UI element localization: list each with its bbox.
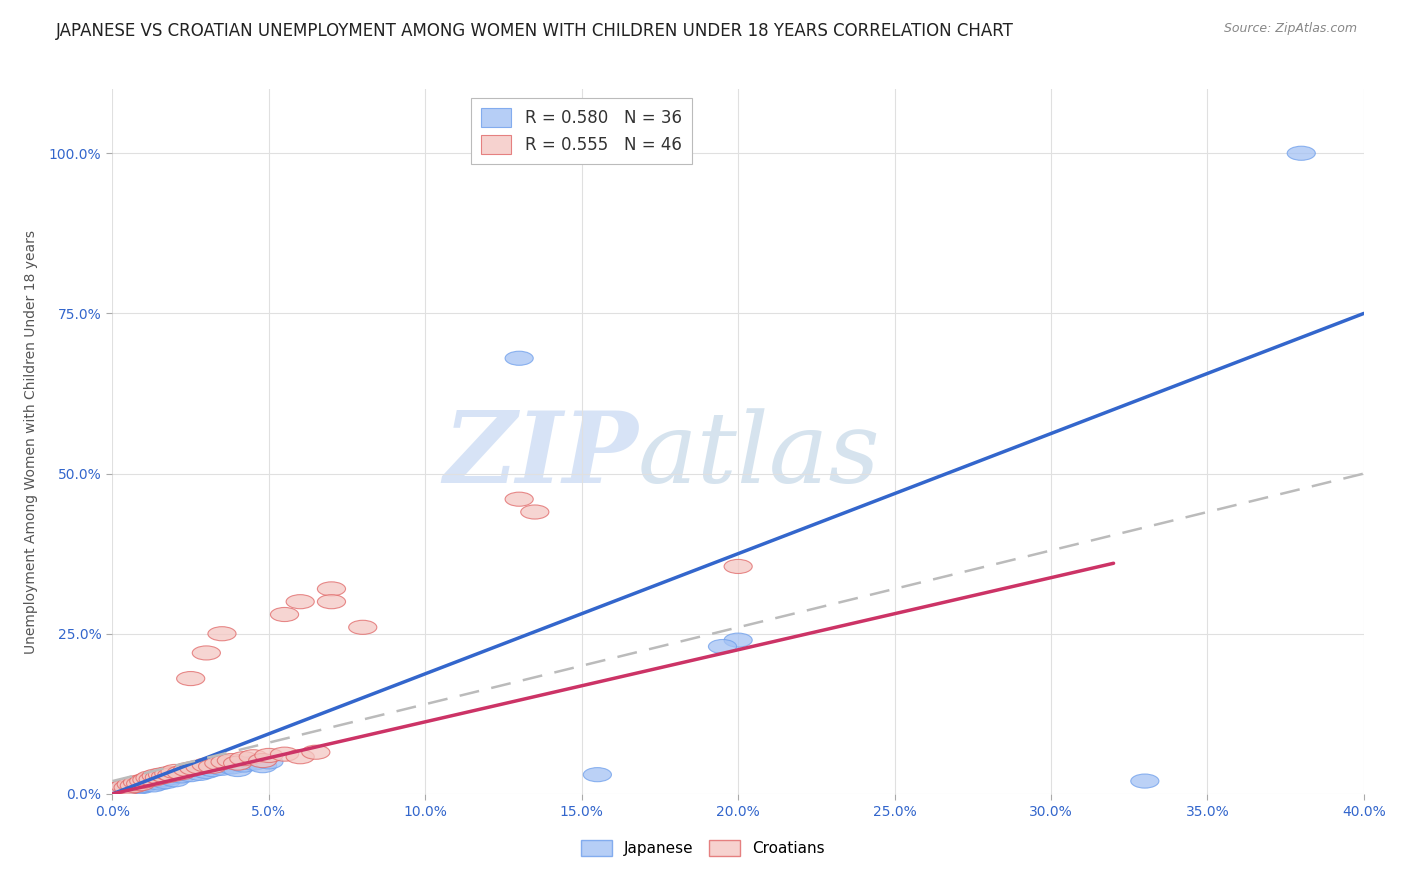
Ellipse shape xyxy=(505,351,533,366)
Ellipse shape xyxy=(167,769,195,783)
Legend: R = 0.580   N = 36, R = 0.555   N = 46: R = 0.580 N = 36, R = 0.555 N = 46 xyxy=(471,97,692,164)
Ellipse shape xyxy=(193,646,221,660)
Ellipse shape xyxy=(136,775,165,789)
Ellipse shape xyxy=(129,774,157,789)
Ellipse shape xyxy=(224,756,252,770)
Ellipse shape xyxy=(114,782,142,797)
Legend: Japanese, Croatians: Japanese, Croatians xyxy=(575,834,831,862)
Ellipse shape xyxy=(224,763,252,777)
Ellipse shape xyxy=(132,772,160,787)
Ellipse shape xyxy=(505,492,533,507)
Ellipse shape xyxy=(285,749,315,764)
Ellipse shape xyxy=(254,755,283,769)
Ellipse shape xyxy=(1286,146,1316,161)
Ellipse shape xyxy=(111,779,139,793)
Ellipse shape xyxy=(124,777,152,791)
Ellipse shape xyxy=(193,758,221,772)
Ellipse shape xyxy=(114,780,142,795)
Ellipse shape xyxy=(724,633,752,648)
Ellipse shape xyxy=(145,776,173,790)
Ellipse shape xyxy=(208,761,236,775)
Ellipse shape xyxy=(318,595,346,608)
Ellipse shape xyxy=(127,780,155,794)
Ellipse shape xyxy=(104,784,132,797)
Ellipse shape xyxy=(229,758,257,772)
Ellipse shape xyxy=(139,778,167,792)
Ellipse shape xyxy=(249,754,277,768)
Text: Source: ZipAtlas.com: Source: ZipAtlas.com xyxy=(1223,22,1357,36)
Ellipse shape xyxy=(193,764,221,779)
Ellipse shape xyxy=(239,749,267,764)
Ellipse shape xyxy=(208,627,236,640)
Text: JAPANESE VS CROATIAN UNEMPLOYMENT AMONG WOMEN WITH CHILDREN UNDER 18 YEARS CORRE: JAPANESE VS CROATIAN UNEMPLOYMENT AMONG … xyxy=(56,22,1014,40)
Ellipse shape xyxy=(132,777,160,790)
Ellipse shape xyxy=(724,559,752,574)
Ellipse shape xyxy=(117,779,145,793)
Ellipse shape xyxy=(127,777,155,790)
Ellipse shape xyxy=(157,768,186,781)
Ellipse shape xyxy=(149,772,177,787)
Ellipse shape xyxy=(160,764,190,779)
Ellipse shape xyxy=(709,640,737,654)
Ellipse shape xyxy=(155,771,183,785)
Ellipse shape xyxy=(111,780,139,795)
Ellipse shape xyxy=(121,779,149,793)
Ellipse shape xyxy=(520,505,548,519)
Ellipse shape xyxy=(186,760,214,774)
Ellipse shape xyxy=(239,756,267,770)
Ellipse shape xyxy=(124,775,152,789)
Ellipse shape xyxy=(152,769,180,783)
Ellipse shape xyxy=(139,772,167,786)
Ellipse shape xyxy=(177,672,205,686)
Ellipse shape xyxy=(270,607,298,622)
Ellipse shape xyxy=(145,770,173,784)
Ellipse shape xyxy=(136,771,165,785)
Ellipse shape xyxy=(152,774,180,789)
Ellipse shape xyxy=(142,769,170,783)
Ellipse shape xyxy=(285,595,315,608)
Y-axis label: Unemployment Among Women with Children Under 18 years: Unemployment Among Women with Children U… xyxy=(24,229,38,654)
Ellipse shape xyxy=(104,781,132,796)
Ellipse shape xyxy=(211,755,239,769)
Ellipse shape xyxy=(160,772,190,787)
Ellipse shape xyxy=(167,765,195,780)
Ellipse shape xyxy=(218,754,246,768)
Ellipse shape xyxy=(583,768,612,781)
Ellipse shape xyxy=(270,747,298,761)
Ellipse shape xyxy=(254,748,283,763)
Ellipse shape xyxy=(129,779,157,793)
Ellipse shape xyxy=(173,763,201,777)
Ellipse shape xyxy=(108,781,136,796)
Ellipse shape xyxy=(229,752,257,765)
Ellipse shape xyxy=(349,620,377,634)
Ellipse shape xyxy=(117,777,145,791)
Ellipse shape xyxy=(218,760,246,774)
Ellipse shape xyxy=(302,745,330,759)
Ellipse shape xyxy=(1130,774,1159,789)
Ellipse shape xyxy=(186,766,214,780)
Ellipse shape xyxy=(318,582,346,596)
Ellipse shape xyxy=(149,768,177,781)
Ellipse shape xyxy=(142,774,170,789)
Ellipse shape xyxy=(198,763,226,777)
Text: atlas: atlas xyxy=(638,408,880,503)
Ellipse shape xyxy=(249,758,277,772)
Text: ZIP: ZIP xyxy=(443,408,638,504)
Ellipse shape xyxy=(155,766,183,780)
Ellipse shape xyxy=(121,781,149,795)
Ellipse shape xyxy=(198,759,226,773)
Ellipse shape xyxy=(180,761,208,775)
Ellipse shape xyxy=(177,768,205,781)
Ellipse shape xyxy=(205,756,233,770)
